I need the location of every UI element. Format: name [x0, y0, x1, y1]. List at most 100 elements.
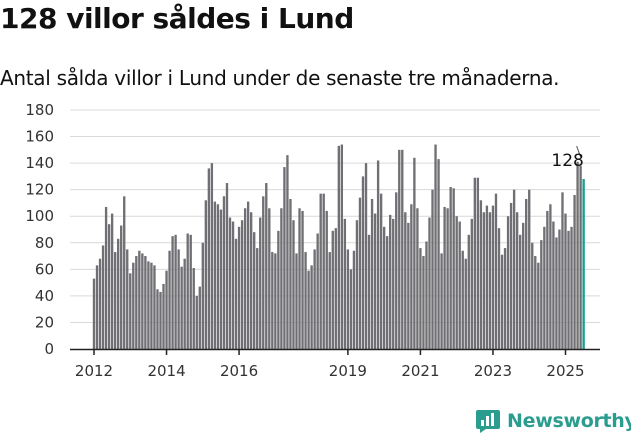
bar [410, 204, 413, 349]
bar [183, 258, 186, 349]
bar [92, 278, 96, 349]
bar [101, 245, 105, 349]
y-tick-label: 120 [25, 181, 54, 199]
bar [171, 236, 174, 349]
bar [534, 256, 537, 349]
bar [198, 286, 201, 349]
bar [382, 226, 386, 349]
bar [476, 177, 480, 349]
chart-bubble-icon [476, 410, 500, 433]
y-tick-label: 0 [44, 340, 54, 358]
x-tick-label: 2025 [546, 362, 584, 380]
y-tick-label: 140 [25, 154, 54, 172]
bar [204, 200, 208, 349]
bar [340, 144, 344, 349]
bar [401, 149, 404, 349]
bar [352, 250, 356, 349]
bar [413, 157, 416, 349]
bar [98, 258, 102, 349]
bar [259, 217, 262, 349]
bar [416, 208, 419, 349]
bar [177, 249, 180, 349]
bar [467, 234, 470, 349]
bar [440, 253, 443, 349]
bar [494, 193, 498, 349]
bar [458, 221, 461, 349]
annotation-leader-line [576, 145, 582, 158]
bar [376, 160, 380, 349]
bar [373, 213, 377, 349]
bar [210, 163, 214, 349]
bar [407, 222, 410, 349]
annotation-label: 128 [551, 151, 583, 171]
bar [370, 198, 374, 349]
bar [522, 222, 525, 349]
y-tick-label: 60 [35, 260, 54, 278]
bar [147, 261, 150, 349]
bar [389, 214, 392, 349]
bar [419, 248, 422, 349]
bar [153, 265, 156, 349]
bar [319, 193, 322, 349]
bar [271, 252, 274, 349]
bar [576, 161, 579, 349]
bar [473, 177, 477, 349]
bar [531, 242, 534, 349]
bar [240, 220, 244, 349]
bar [464, 258, 467, 349]
bar [552, 221, 555, 349]
bar [398, 149, 401, 349]
bar [313, 249, 316, 349]
bar [485, 205, 489, 349]
page-subtitle: Antal sålda villor i Lund under de senas… [0, 66, 560, 90]
page-title: 128 villor såldes i Lund [0, 2, 354, 35]
bar [253, 232, 256, 349]
bar [491, 205, 495, 349]
bar [304, 252, 307, 349]
bar [180, 266, 183, 349]
bar [518, 234, 522, 349]
bar [349, 269, 353, 349]
x-tick-label: 2012 [75, 362, 113, 380]
bar [537, 262, 540, 349]
bar [449, 187, 452, 349]
annotation: 128 [551, 145, 584, 171]
bar [256, 248, 259, 349]
bar [316, 233, 319, 349]
bar [455, 216, 458, 349]
bar [446, 208, 449, 349]
bar [222, 196, 226, 349]
bar [546, 210, 549, 349]
bar [461, 250, 464, 349]
bar [482, 212, 486, 349]
bar [500, 254, 504, 349]
bar [283, 167, 286, 349]
bar [561, 192, 564, 349]
bar [129, 273, 132, 349]
bar [138, 250, 141, 349]
bar [509, 202, 513, 349]
bar [528, 189, 531, 349]
bar [274, 253, 277, 349]
bar [549, 204, 552, 349]
bar [186, 233, 189, 349]
bar [512, 189, 516, 349]
bar [150, 262, 153, 349]
bar [579, 165, 582, 349]
bar [488, 212, 492, 349]
bar [515, 212, 519, 349]
bar [213, 201, 217, 349]
bar [525, 198, 528, 349]
x-axis-ticks: 2012 2014 2016 2019 2021 2023 2025 [75, 349, 585, 380]
bar [268, 208, 271, 349]
bar [237, 226, 241, 349]
bar [358, 197, 362, 349]
bar [162, 283, 165, 349]
bar [564, 213, 567, 349]
bar [479, 200, 483, 349]
bar [201, 242, 204, 349]
bar [506, 216, 510, 349]
bar [503, 248, 507, 349]
bar [437, 159, 440, 349]
